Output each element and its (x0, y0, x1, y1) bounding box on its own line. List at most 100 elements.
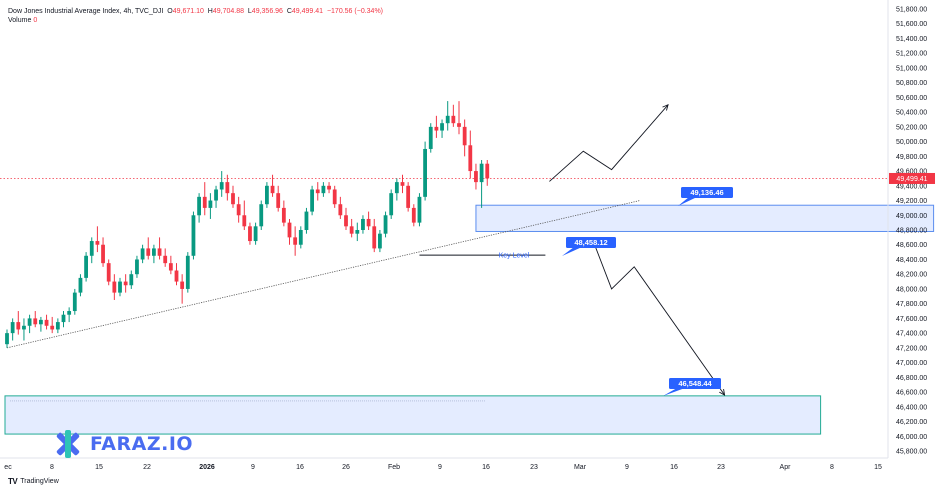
candle-body (287, 222, 292, 238)
candle-body (157, 248, 162, 256)
candle-body (55, 322, 60, 330)
time-tick-label: 23 (717, 464, 725, 471)
high-label: H (207, 8, 213, 15)
low-label: L (247, 8, 252, 15)
price-tick-label: 45,800.00 (896, 449, 927, 456)
candle-body (118, 281, 122, 293)
time-tick-label: 9 (251, 464, 255, 471)
candle-body (174, 270, 179, 282)
candle-body (39, 319, 43, 325)
time-tick-label: Feb (388, 464, 400, 471)
key-level-callout-box (566, 237, 616, 248)
candle-body (89, 241, 94, 256)
bearish-projection-path (594, 244, 725, 396)
candle-body (474, 171, 478, 183)
time-tick-label: 26 (342, 464, 350, 471)
candle-body (355, 230, 360, 234)
price-tick-label: 49,000.00 (896, 213, 927, 220)
price-tick-label: 49,800.00 (896, 154, 927, 161)
symbol-title[interactable]: Dow Jones Industrial Average Index, 4h, … (8, 8, 164, 15)
price-tick-label: 47,600.00 (896, 316, 927, 323)
price-tick-label: 47,200.00 (896, 345, 927, 352)
candle-body (344, 215, 348, 227)
bearish-arrowhead-icon (719, 389, 726, 396)
trend-layer (0, 178, 888, 349)
close-label: C (286, 8, 292, 15)
candle-body (400, 182, 405, 186)
time-tick-label: 2026 (199, 464, 215, 471)
price-tick-label: 46,800.00 (896, 375, 927, 382)
resistance-callout-tail (678, 197, 697, 206)
candle-body (33, 318, 38, 325)
candle-body (338, 204, 343, 216)
time-tick-label: 16 (296, 464, 304, 471)
time-tick-label: 8 (50, 464, 54, 471)
candle-body (445, 115, 450, 124)
candle-body (327, 185, 331, 190)
target-callout-box (669, 378, 721, 389)
candle-body (276, 193, 281, 208)
low-value: 49,356.96 (251, 8, 283, 15)
candle-body (423, 148, 427, 197)
price-tick-label: 47,800.00 (896, 301, 927, 308)
price-tick-label: 50,000.00 (896, 139, 927, 146)
time-tick-label: Apr (780, 464, 792, 471)
price-tick-label: 50,800.00 (896, 80, 927, 87)
candle-body (372, 226, 377, 249)
candle-body (112, 281, 117, 293)
candle-body (270, 185, 275, 194)
tradingview-logo-icon: TV (8, 477, 18, 486)
candle-body (293, 237, 298, 245)
candle-body (298, 230, 303, 245)
candle-body (106, 263, 111, 282)
candle-body (440, 123, 444, 131)
price-tick-label: 46,200.00 (896, 419, 927, 426)
time-tick-label: 16 (670, 464, 678, 471)
symbol-header[interactable]: Dow Jones Industrial Average Index, 4h, … (8, 6, 383, 17)
candle-body (479, 163, 484, 183)
candle-body (208, 200, 213, 208)
price-tick-label: 46,600.00 (896, 390, 927, 397)
candle-body (22, 325, 26, 330)
volume-value: 0 (33, 17, 38, 24)
change-value: −170.56 (−0.34%) (326, 8, 383, 15)
volume-label: Volume (8, 17, 32, 24)
last-price-tag (889, 172, 935, 184)
watermark-text: FARAZ.IO (90, 433, 194, 455)
candle-body (383, 215, 388, 234)
price-tick-label: 49,600.00 (896, 169, 927, 176)
candle-body (231, 193, 235, 205)
candle-body (428, 126, 433, 149)
volume-legend[interactable]: Volume 0 (8, 17, 37, 24)
candle-body (417, 196, 422, 223)
candle-body (406, 185, 411, 208)
price-tick-label: 49,400.00 (896, 183, 927, 190)
price-tick-label: 48,000.00 (896, 286, 927, 293)
candle-body (129, 274, 134, 286)
candle-body (451, 115, 456, 124)
candle-body (84, 255, 88, 278)
price-tick-label: 50,400.00 (896, 110, 927, 117)
target-callout-text: 46,548.44 (678, 379, 712, 388)
tradingview-footer[interactable]: TV TradingView (8, 477, 59, 486)
price-axis[interactable]: 51,800.00 51,600.00 51,400.00 51,200.00 51,0… (887, 0, 935, 458)
candle-body (163, 255, 168, 264)
candle-body (236, 204, 241, 216)
support-trendline (6, 200, 640, 349)
candle-body (27, 318, 32, 326)
price-tick-label: 50,600.00 (896, 95, 927, 102)
candle-body (168, 263, 173, 271)
last-price-tag-text: 49,499.41 (896, 176, 927, 183)
key-level-callout-text: 48,458.12 (574, 238, 607, 247)
candle-body (146, 248, 151, 256)
candle-body (185, 255, 190, 289)
price-tick-label: 51,200.00 (896, 51, 927, 58)
bullish-arrowhead-icon (662, 103, 669, 111)
time-tick-label: 15 (874, 464, 882, 471)
resistance-callout-box (681, 187, 733, 198)
price-tick-label: 51,800.00 (896, 7, 927, 14)
time-axis[interactable]: ec 8 15 22 2026 9 16 26 Feb 9 16 23 Mar 9 16 23 Apr 8 15 (0, 457, 888, 471)
candle-body (389, 193, 394, 216)
candle-body (378, 233, 382, 249)
